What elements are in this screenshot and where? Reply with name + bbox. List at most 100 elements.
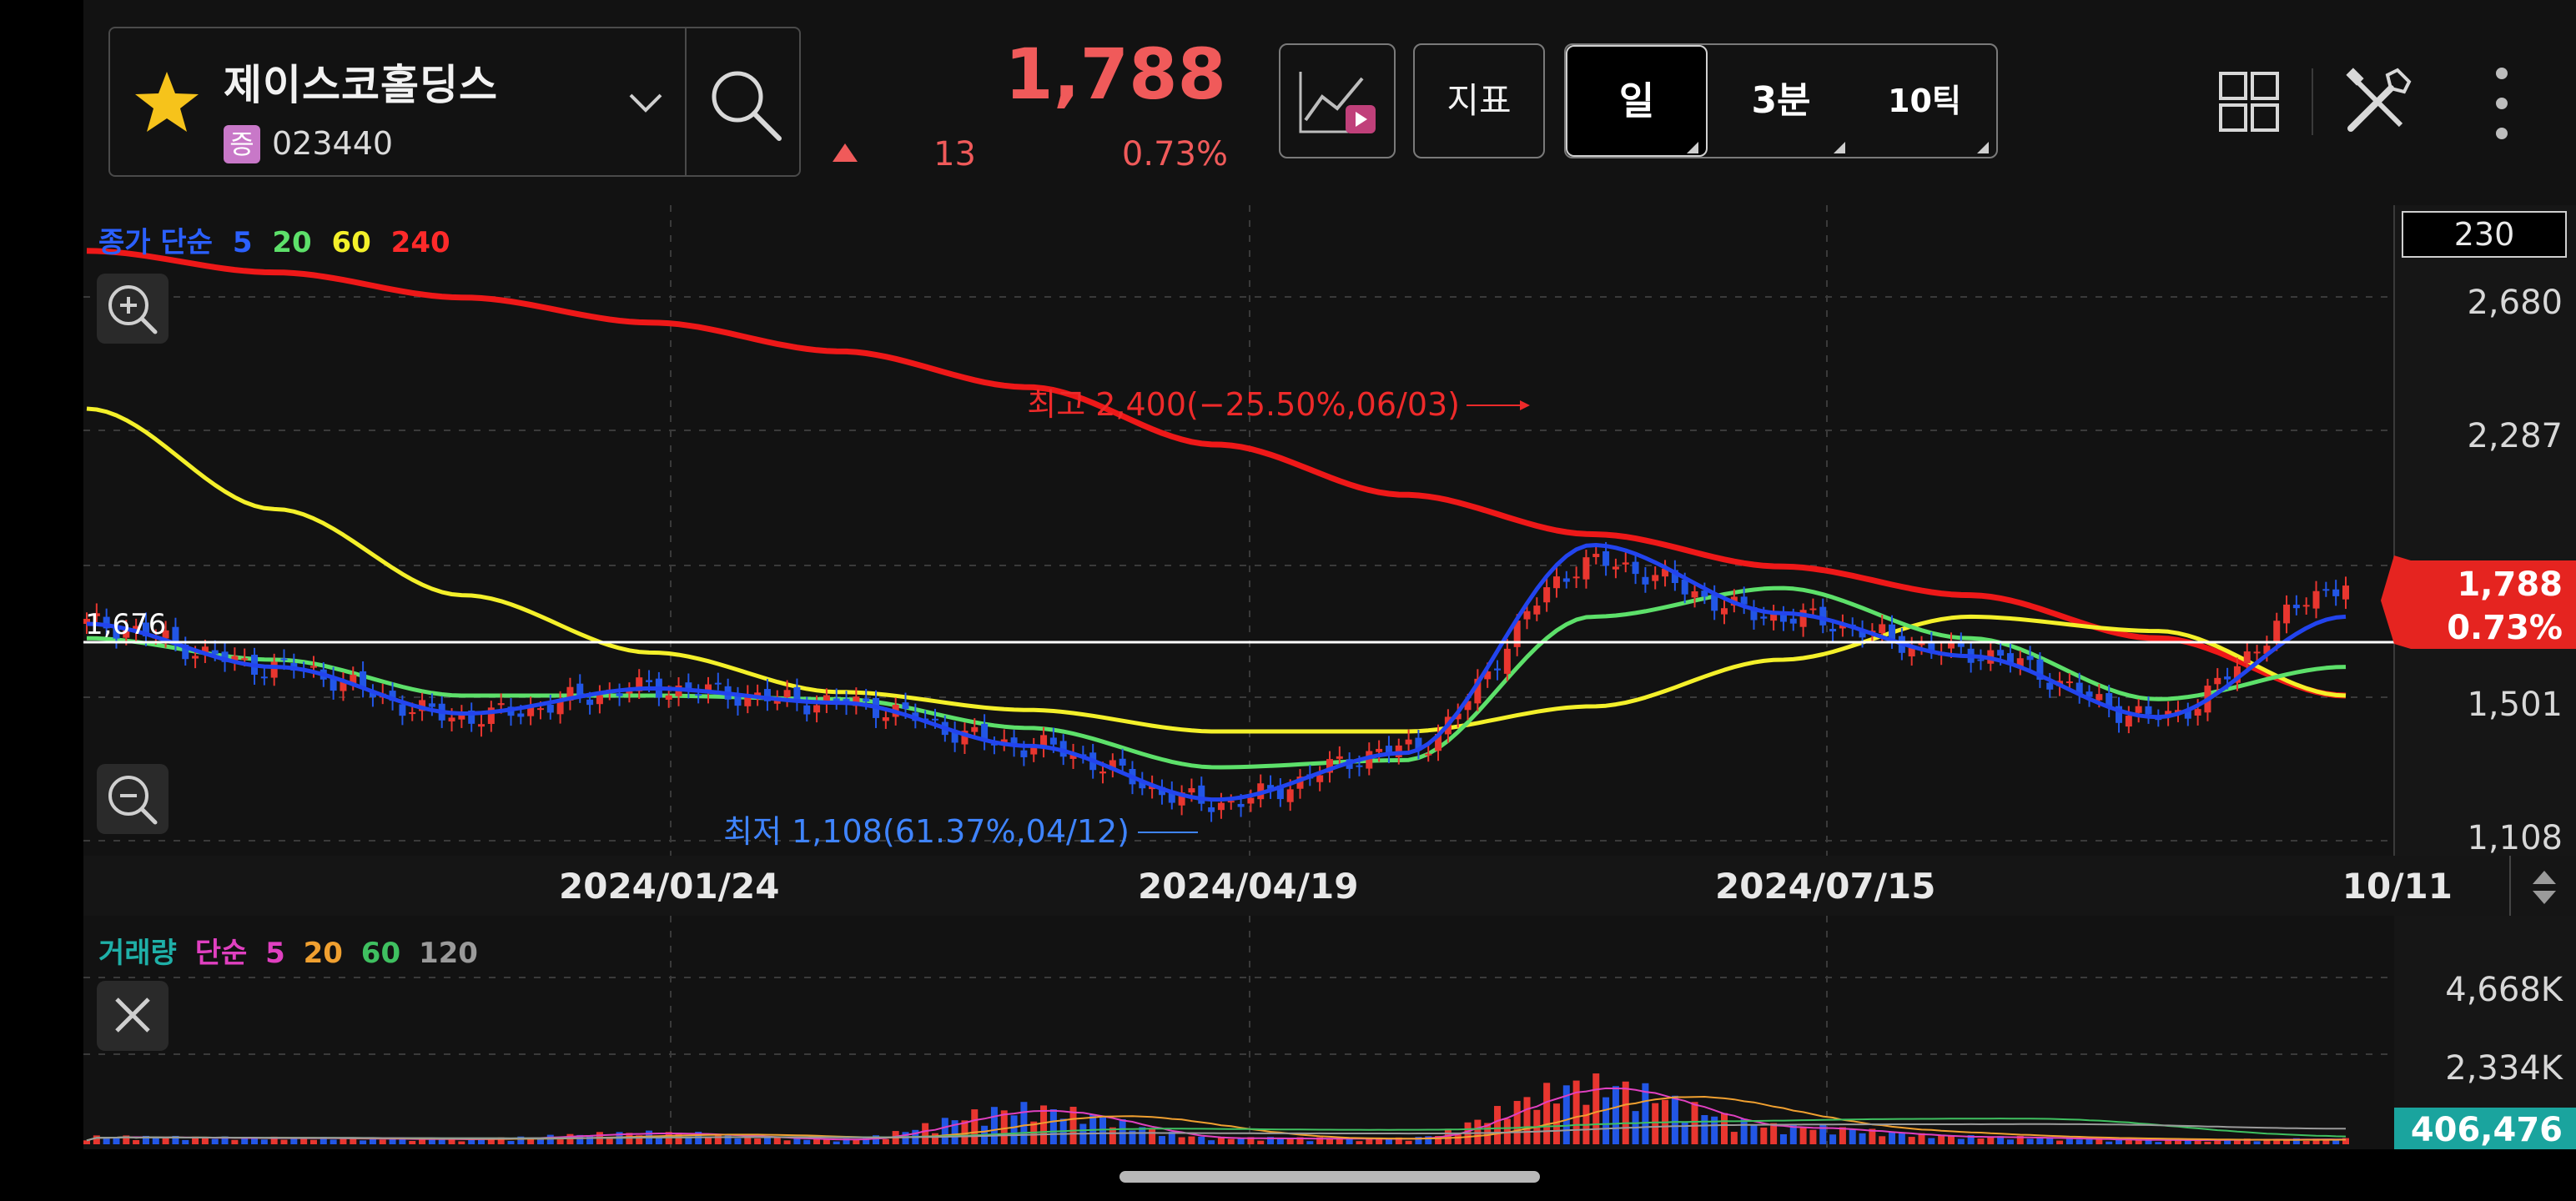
candle-body-72	[793, 686, 801, 702]
candle-body-47	[546, 705, 554, 713]
volume-bar-36	[438, 1138, 445, 1144]
legend-ma60: 60	[332, 226, 371, 259]
candle-body-195	[2006, 653, 2014, 664]
period-3min-tab[interactable]: 3분	[1751, 79, 1811, 122]
candle-body-164	[1701, 590, 1708, 597]
volume-bar-112	[1188, 1136, 1195, 1144]
candle-body-153	[1592, 554, 1600, 557]
market-badge: 증	[224, 125, 260, 163]
volume-bar-128	[1346, 1137, 1353, 1144]
volume-bar-10	[182, 1139, 189, 1144]
volume-bar-25	[330, 1139, 337, 1144]
volume-bar-1	[93, 1135, 100, 1144]
volume-bar-79	[863, 1138, 870, 1144]
candle-body-156	[1622, 562, 1629, 565]
candle-body-147	[1533, 606, 1541, 615]
volume-bar-185	[1908, 1137, 1915, 1144]
sort-arrows-icon[interactable]	[2528, 869, 2561, 906]
volume-bar-117	[1237, 1138, 1245, 1144]
vol-legend-120: 120	[419, 937, 478, 970]
candle-body-127	[1336, 756, 1343, 759]
candle-body-186	[1918, 642, 1925, 646]
candle-body-23	[309, 666, 317, 668]
volume-bar-180	[1859, 1133, 1866, 1144]
period-day-corner	[1687, 142, 1698, 153]
candle-body-54	[616, 693, 623, 696]
grid-layout-icon[interactable]	[2219, 72, 2279, 132]
volume-bar-114	[1208, 1140, 1215, 1144]
volume-bar-108	[1149, 1128, 1156, 1144]
volume-bar-7	[152, 1137, 159, 1144]
price-chart[interactable]: 1,676 종가 단순 5 20 60 240 최고 2,400(−25.50%…	[83, 205, 2576, 856]
candle-body-135	[1415, 737, 1422, 751]
volume-bar-12	[201, 1137, 209, 1144]
volume-bar-58	[655, 1136, 662, 1144]
candle-body-152	[1582, 557, 1590, 580]
candle-body-137	[1435, 734, 1442, 751]
star-icon[interactable]	[132, 68, 202, 138]
volume-bar-155	[1612, 1086, 1619, 1144]
candle-body-55	[626, 691, 633, 694]
volume-bar-13	[211, 1138, 219, 1144]
candle-body-44	[517, 713, 525, 717]
volume-bar-197	[2026, 1138, 2034, 1144]
indicator-button[interactable]: 지표	[1413, 43, 1545, 158]
stock-selector[interactable]	[108, 27, 801, 177]
candle-body-12	[201, 646, 209, 654]
volume-bar-217	[2224, 1139, 2231, 1144]
volume-bar-104	[1109, 1127, 1116, 1144]
period-day-tab[interactable]: 일	[1566, 45, 1708, 157]
volume-bar-41	[487, 1138, 495, 1144]
volume-bar-158	[1642, 1083, 1649, 1144]
volume-bar-113	[1198, 1136, 1205, 1144]
volume-bar-214	[2194, 1138, 2201, 1144]
candle-body-40	[478, 724, 486, 727]
volume-bar-11	[192, 1136, 199, 1144]
search-icon[interactable]	[706, 65, 786, 145]
candle-body-222	[2273, 621, 2281, 642]
candle-body-61	[685, 682, 692, 691]
more-menu-icon[interactable]	[2489, 63, 2514, 143]
volume-bar-124	[1306, 1141, 1314, 1144]
candle-body-32	[399, 704, 406, 716]
candle-body-73	[803, 705, 811, 715]
candle-body-116	[1227, 801, 1235, 803]
candle-body-15	[231, 656, 239, 662]
zoom-out-button[interactable]	[97, 764, 169, 834]
candle-body-33	[409, 711, 416, 715]
candle-body-11	[192, 656, 199, 659]
dropdown-chevron-icon[interactable]	[627, 90, 664, 115]
price-legend: 종가 단순 5 20 60 240	[98, 226, 450, 259]
period-10tick-tab[interactable]: 10틱	[1888, 83, 1961, 119]
candle-body-177	[1829, 628, 1837, 632]
volume-bar-65	[724, 1134, 732, 1144]
volume-bar-121	[1276, 1138, 1284, 1144]
zoom-out-icon	[108, 776, 158, 825]
volume-bar-194	[1997, 1136, 2005, 1144]
candle-body-107	[1139, 781, 1146, 789]
volume-bar-8	[162, 1138, 169, 1144]
candle-body-126	[1326, 759, 1333, 773]
date-axis: 2024/01/24 2024/04/19 2024/07/15 10/11	[83, 856, 2576, 916]
candle-body-96	[1030, 746, 1038, 755]
volume-bar-43	[507, 1141, 515, 1144]
candle-body-151	[1572, 576, 1580, 579]
bar-count-box[interactable]	[2402, 211, 2567, 258]
vol-tick-2334k: 2,334K	[2445, 1049, 2564, 1088]
candle-body-216	[2214, 677, 2221, 685]
volume-bar-173	[1789, 1123, 1797, 1144]
candle-body-154	[1602, 550, 1610, 566]
volume-bar-60	[675, 1133, 682, 1144]
candle-body-2	[103, 616, 110, 629]
candle-body-185	[1908, 646, 1915, 657]
close-volume-button[interactable]	[97, 981, 169, 1051]
candle-body-57	[646, 680, 653, 682]
tools-icon[interactable]	[2342, 67, 2412, 137]
candle-body-198	[2036, 659, 2044, 680]
chart-type-button[interactable]	[1279, 43, 1396, 158]
volume-bar-44	[517, 1136, 525, 1144]
candle-body-45	[527, 706, 535, 716]
volume-chart[interactable]: 거래량 단순 5 20 60 120 4,668K 2,334K 406,476	[83, 916, 2576, 1149]
zoom-in-button[interactable]	[97, 274, 169, 344]
volume-bar-150	[1562, 1085, 1570, 1144]
